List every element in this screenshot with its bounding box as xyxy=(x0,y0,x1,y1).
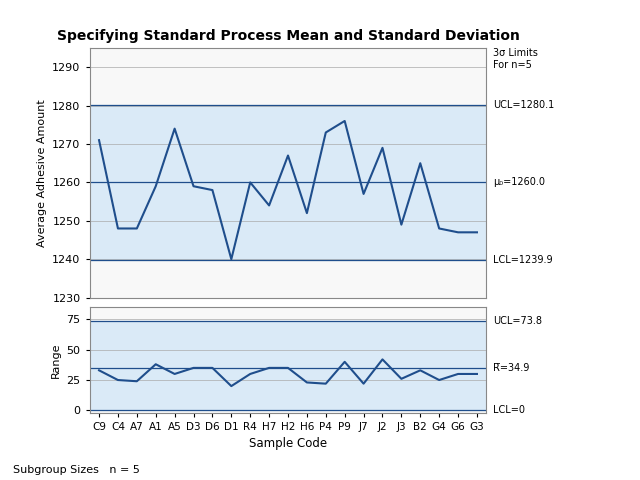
Y-axis label: Average Adhesive Amount: Average Adhesive Amount xyxy=(36,99,47,247)
Title: Specifying Standard Process Mean and Standard Deviation: Specifying Standard Process Mean and Sta… xyxy=(56,29,520,43)
Text: R̅=34.9: R̅=34.9 xyxy=(493,363,529,373)
Text: LCL=1239.9: LCL=1239.9 xyxy=(493,254,552,264)
Text: UCL=1280.1: UCL=1280.1 xyxy=(493,100,554,110)
Y-axis label: Range: Range xyxy=(51,342,61,378)
Text: LCL=0: LCL=0 xyxy=(493,406,525,415)
Text: 3σ Limits
For n=5: 3σ Limits For n=5 xyxy=(493,48,538,70)
Text: Subgroup Sizes   n = 5: Subgroup Sizes n = 5 xyxy=(13,465,140,475)
Text: UCL=73.8: UCL=73.8 xyxy=(493,316,542,326)
X-axis label: Sample Code: Sample Code xyxy=(249,437,327,450)
Text: μ₀=1260.0: μ₀=1260.0 xyxy=(493,178,545,187)
